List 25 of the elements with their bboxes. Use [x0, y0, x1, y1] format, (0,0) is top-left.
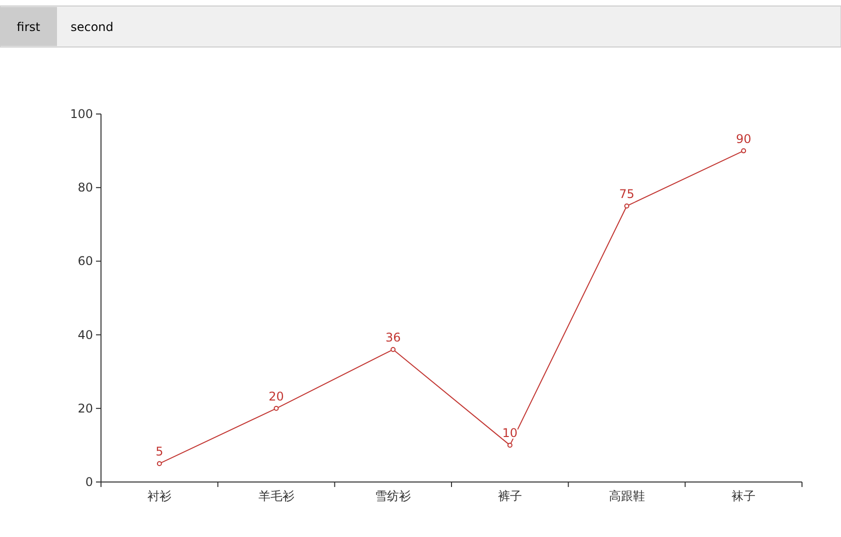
point [156, 461, 162, 466]
y-tick-label: 100 [70, 107, 93, 121]
text: second [70, 20, 114, 34]
x-tick-label: 雪纺衫 [375, 489, 412, 503]
text: first [16, 20, 41, 34]
x-tick-label: 衬衫 [147, 489, 172, 503]
data-label: 5 [156, 444, 164, 459]
data-label: 90 [736, 132, 752, 146]
point [624, 204, 630, 208]
y-tick-label: 40 [78, 328, 93, 342]
point [507, 442, 512, 448]
x-tick-label: 裤子 [498, 489, 522, 503]
y-tick-label: 80 [78, 180, 93, 195]
x-tick-label: 高跟鞋 [608, 489, 645, 503]
x-tick-label: 羊毛衫 [258, 489, 294, 503]
point [741, 148, 746, 154]
y-tick-label: 20 [78, 401, 93, 416]
y-tick-label: 60 [78, 254, 93, 268]
x-tick-label: 袜子 [732, 489, 756, 503]
point [274, 406, 279, 411]
point [390, 347, 396, 352]
data-label: 75 [619, 187, 634, 201]
data-label: 36 [385, 330, 401, 345]
y-tick-label: 0 [85, 475, 93, 489]
data-label: 20 [268, 389, 284, 404]
